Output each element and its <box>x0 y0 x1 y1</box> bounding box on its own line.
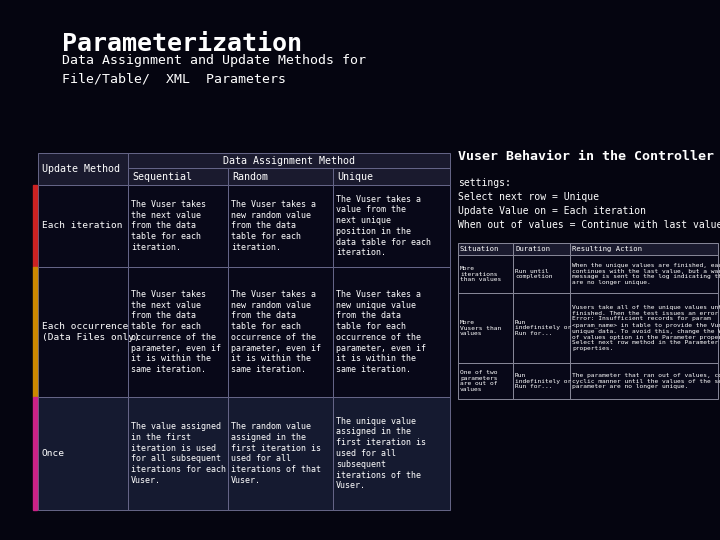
Text: Each iteration: Each iteration <box>42 221 122 231</box>
Bar <box>33 267 37 397</box>
Bar <box>128 153 450 168</box>
Text: Unique: Unique <box>337 172 373 181</box>
Bar <box>38 267 128 397</box>
Text: Once: Once <box>42 449 65 458</box>
Text: The random value
assigned in the
first iteration is
used for all
iterations of t: The random value assigned in the first i… <box>231 422 321 485</box>
Bar <box>128 185 228 267</box>
Bar <box>38 185 128 267</box>
Text: The Vuser takes a
new random value
from the data
table for each
occurrence of th: The Vuser takes a new random value from … <box>231 290 321 374</box>
Text: The parameter that ran out of values, continues in a
cyclic manner until the val: The parameter that ran out of values, co… <box>572 373 720 389</box>
Bar <box>458 243 513 255</box>
Text: One of two
parameters
are out of
values: One of two parameters are out of values <box>460 370 498 392</box>
Bar <box>570 293 718 363</box>
Bar <box>38 153 128 185</box>
Text: Update Method: Update Method <box>42 164 120 174</box>
Bar <box>128 397 228 510</box>
Bar <box>513 293 570 363</box>
Text: The Vuser takes a
value from the
next unique
position in the
data table for each: The Vuser takes a value from the next un… <box>336 194 431 258</box>
Bar <box>128 267 228 397</box>
Bar <box>458 255 513 293</box>
Bar <box>458 363 513 399</box>
Bar <box>513 255 570 293</box>
Bar <box>333 267 450 397</box>
Bar <box>513 243 570 255</box>
Text: More
iterations
than values: More iterations than values <box>460 266 501 282</box>
Text: The Vuser takes a
new unique value
from the data
table for each
occurrence of th: The Vuser takes a new unique value from … <box>336 290 426 374</box>
Text: Vuser Behavior in the Controller: Vuser Behavior in the Controller <box>458 150 714 163</box>
Text: Resulting Action: Resulting Action <box>572 246 642 252</box>
Bar <box>458 293 513 363</box>
Text: Run
indefinitely or
Run for...: Run indefinitely or Run for... <box>515 320 571 336</box>
Text: Data Assignment Method: Data Assignment Method <box>223 156 355 165</box>
Bar <box>228 168 333 185</box>
Bar <box>33 185 37 267</box>
Text: Each occurrence
(Data Files only): Each occurrence (Data Files only) <box>42 322 140 342</box>
Text: Sequential: Sequential <box>132 172 192 181</box>
Text: Run
indefinitely or
Run for...: Run indefinitely or Run for... <box>515 373 571 389</box>
Bar <box>513 363 570 399</box>
Bar <box>33 397 37 510</box>
Bar <box>228 267 333 397</box>
Text: Data Assignment and Update Methods for
File/Table/  XML  Parameters: Data Assignment and Update Methods for F… <box>62 54 366 86</box>
Text: More
Vusers than
values: More Vusers than values <box>460 320 501 336</box>
Text: When the unique values are finished, each Vuser
continues with the last value, b: When the unique values are finished, eac… <box>572 263 720 285</box>
Text: The Vuser takes
the next value
from the data
table for each
iteration.: The Vuser takes the next value from the … <box>131 200 206 252</box>
Text: The unique value
assigned in the
first iteration is
used for all
subsequent
iter: The unique value assigned in the first i… <box>336 417 426 490</box>
Bar <box>38 397 128 510</box>
Text: Situation: Situation <box>460 246 500 252</box>
Text: Parameterization: Parameterization <box>62 32 302 56</box>
Text: The Vuser takes a
new random value
from the data
table for each
iteration.: The Vuser takes a new random value from … <box>231 200 316 252</box>
Text: The Vuser takes
the next value
from the data
table for each
occurrence of the
pa: The Vuser takes the next value from the … <box>131 290 221 374</box>
Text: The value assigned
in the first
iteration is used
for all subsequent
iterations : The value assigned in the first iteratio… <box>131 422 226 485</box>
Text: Vusers take all of the unique values until they are
finished. Then the test issu: Vusers take all of the unique values unt… <box>572 305 720 351</box>
Text: Run until
completion: Run until completion <box>515 268 552 279</box>
Bar <box>228 397 333 510</box>
Bar <box>333 397 450 510</box>
Bar <box>333 185 450 267</box>
Text: Random: Random <box>232 172 268 181</box>
Text: Duration: Duration <box>515 246 550 252</box>
Text: settings:
Select next row = Unique
Update Value on = Each iteration
When out of : settings: Select next row = Unique Updat… <box>458 178 720 230</box>
Bar <box>570 243 718 255</box>
Bar <box>333 168 450 185</box>
Bar <box>570 255 718 293</box>
Bar <box>228 185 333 267</box>
Bar <box>128 168 228 185</box>
Bar <box>570 363 718 399</box>
